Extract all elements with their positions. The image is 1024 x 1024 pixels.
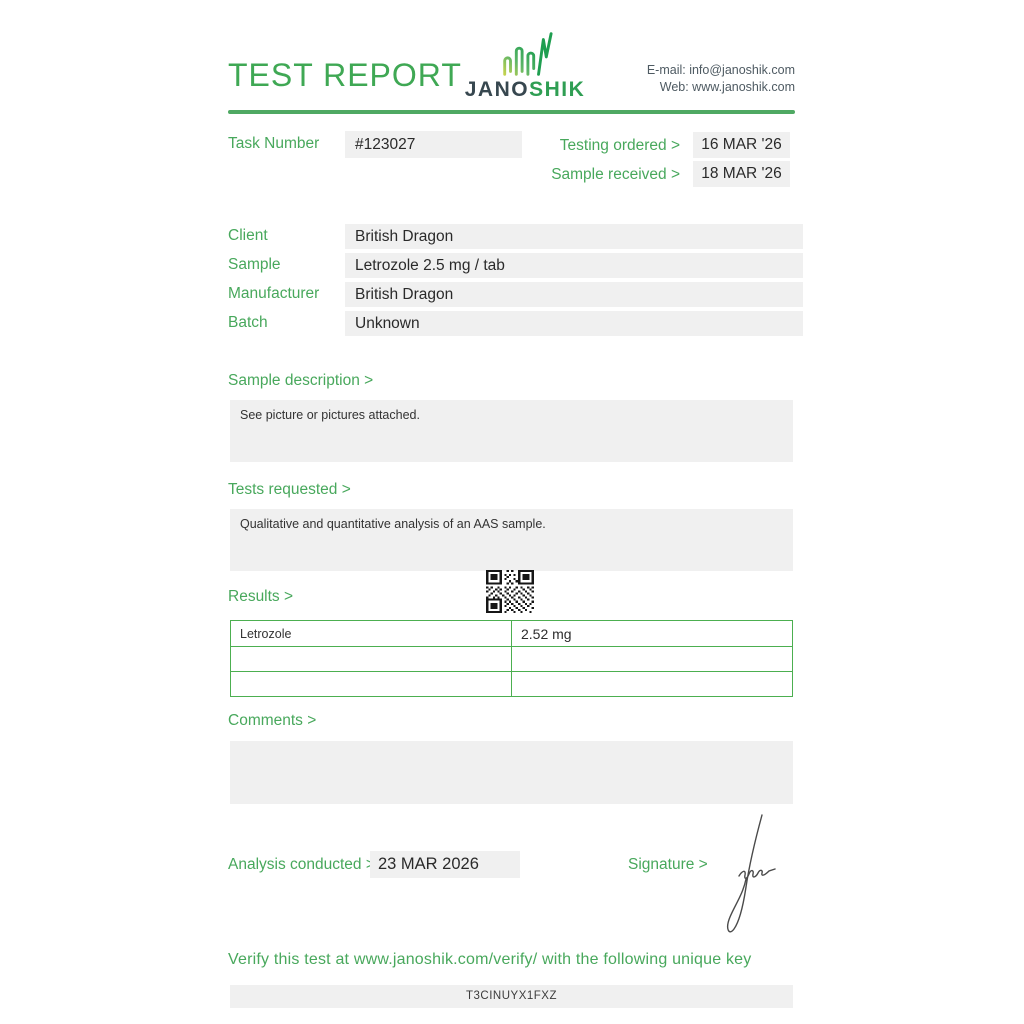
logo-chart-icon xyxy=(503,32,553,76)
batch-label: Batch xyxy=(228,314,268,331)
page-title: TEST REPORT xyxy=(228,57,462,93)
results-table: Letrozole 2.52 mg xyxy=(230,620,793,697)
header-divider xyxy=(228,110,795,114)
task-number-label: Task Number xyxy=(228,135,320,152)
logo-text: JANOSHIK xyxy=(455,78,595,102)
contact-email: E-mail: info@janoshik.com xyxy=(646,63,795,77)
logo-text-primary: JANO xyxy=(464,78,530,101)
tests-requested-box: Qualitative and quantitative analysis of… xyxy=(230,509,793,571)
tests-requested-label: Tests requested > xyxy=(228,481,351,498)
comments-box xyxy=(230,741,793,804)
testing-ordered-value: 16 MAR '26 xyxy=(693,132,790,158)
result-amount xyxy=(511,671,793,697)
sample-description-label: Sample description > xyxy=(228,372,374,389)
manufacturer-value: British Dragon xyxy=(345,282,803,307)
logo: JANOSHIK xyxy=(455,31,595,102)
analysis-conducted-value: 23 MAR 2026 xyxy=(370,851,520,878)
contact-web: Web: www.janoshik.com xyxy=(659,80,795,94)
signature-icon xyxy=(727,814,776,933)
verify-instruction: Verify this test at www.janoshik.com/ver… xyxy=(228,951,752,968)
contact-info: E-mail: info@janoshik.com Web: www.janos… xyxy=(595,62,795,96)
sample-label: Sample xyxy=(228,256,281,273)
task-number-value: #123027 xyxy=(345,131,522,158)
client-label: Client xyxy=(228,227,268,244)
client-value: British Dragon xyxy=(345,224,803,249)
signature-label: Signature > xyxy=(628,856,708,873)
testing-ordered-label: Testing ordered > xyxy=(559,137,680,154)
result-amount xyxy=(511,646,793,672)
result-substance: Letrozole xyxy=(230,620,512,647)
table-row: Letrozole 2.52 mg xyxy=(230,620,793,647)
sample-value: Letrozole 2.5 mg / tab xyxy=(345,253,803,278)
manufacturer-label: Manufacturer xyxy=(228,285,320,302)
qr-code xyxy=(486,570,534,613)
batch-value: Unknown xyxy=(345,311,803,336)
result-substance xyxy=(230,671,512,697)
verify-key: T3CINUYX1FXZ xyxy=(230,985,793,1008)
sample-received-label: Sample received > xyxy=(551,166,680,183)
analysis-conducted-label: Analysis conducted > xyxy=(228,856,375,873)
sample-description-box: See picture or pictures attached. xyxy=(230,400,793,462)
results-label: Results > xyxy=(228,588,294,605)
table-row xyxy=(230,671,793,697)
sample-received-value: 18 MAR '26 xyxy=(693,161,790,187)
table-row xyxy=(230,646,793,672)
comments-label: Comments > xyxy=(228,712,317,729)
result-amount: 2.52 mg xyxy=(511,620,793,647)
result-substance xyxy=(230,646,512,672)
logo-text-secondary: SHIK xyxy=(529,78,586,101)
